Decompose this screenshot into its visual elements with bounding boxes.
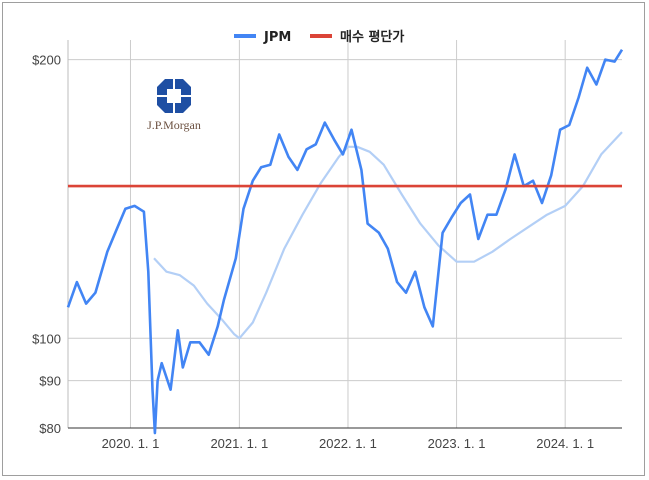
x-tick-label-4: 2024. 1. 1 [536, 436, 594, 451]
series-line-jpm [66, 49, 624, 435]
legend: JPM 매수 평단가 [234, 29, 404, 45]
x-tick-label-0: 2020. 1. 1 [102, 436, 160, 451]
y-tick-label-2: $90 [39, 374, 61, 389]
series-layer [66, 49, 624, 435]
chart-frame [2, 2, 645, 476]
x-axis: 2020. 1. 1 2021. 1. 1 2022. 1. 1 2023. 1. 1… [102, 436, 595, 451]
jpm-octagon-icon [157, 79, 191, 113]
logo: J.P.Morgan [147, 79, 201, 132]
x-tick-label-3: 2023. 1. 1 [428, 436, 486, 451]
x-tick-label-1: 2021. 1. 1 [210, 436, 268, 451]
legend-label-0: JPM [263, 30, 291, 45]
series-line-moving-average [153, 131, 623, 340]
grid-layer [67, 40, 622, 429]
logo-text: J.P.Morgan [147, 118, 201, 132]
y-tick-label-0: $200 [32, 53, 61, 68]
legend-label-1: 매수 평단가 [340, 29, 404, 45]
y-tick-label-3: $80 [39, 421, 61, 436]
y-axis: $200 $100 $90 $80 [32, 53, 61, 436]
y-tick-label-1: $100 [32, 331, 61, 346]
x-tick-label-2: 2022. 1. 1 [319, 436, 377, 451]
